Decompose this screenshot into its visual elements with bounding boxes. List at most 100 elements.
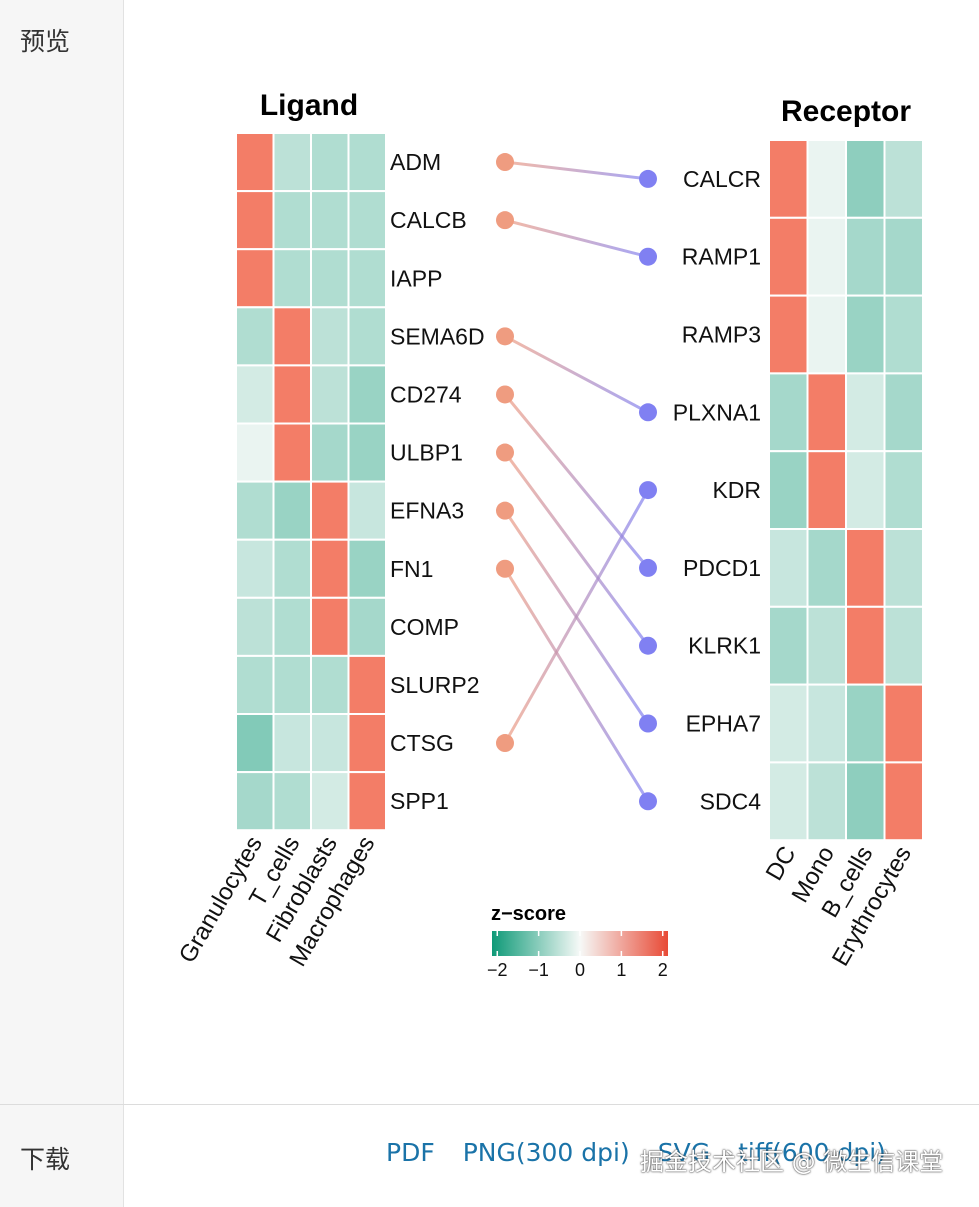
- receptor-cell-plxna1-erythrocytes: [883, 372, 924, 453]
- ligand-cell-comp-granulocytes: [235, 596, 275, 657]
- download-png-link[interactable]: PNG(300 dpi): [462, 1138, 630, 1167]
- receptor-cell-ramp3-b-cells: [845, 294, 886, 375]
- receptor-dot-sdc4: [639, 792, 657, 811]
- receptor-cell-epha7-mono: [806, 683, 847, 764]
- ligand-label-spp1: SPP1: [390, 788, 449, 814]
- legend-tick-label: −1: [528, 960, 549, 980]
- download-pdf-link[interactable]: PDF: [386, 1138, 435, 1167]
- label-column: [0, 0, 124, 1207]
- receptor-dot-pdcd1: [639, 558, 657, 577]
- receptor-cell-kdr-erythrocytes: [883, 450, 924, 531]
- ligand-cell-efna3-granulocytes: [235, 480, 275, 541]
- receptor-label-ramp1: RAMP1: [682, 244, 761, 270]
- receptor-cell-sdc4-mono: [806, 761, 847, 842]
- link-lines: [496, 153, 657, 811]
- ligand-label-comp: COMP: [390, 614, 459, 640]
- ligand-cell-calcb-macrophages: [347, 190, 387, 251]
- ligand-cell-sema6d-t-cells: [272, 306, 312, 367]
- receptor-cell-klrk1-b-cells: [845, 605, 886, 686]
- receptor-cell-ramp3-dc: [768, 294, 809, 375]
- ligand-cell-spp1-t-cells: [272, 771, 312, 832]
- download-label: 下载: [20, 1145, 71, 1174]
- link-adm-calcr: [504, 160, 649, 181]
- download-svg-link[interactable]: SVG: [657, 1138, 711, 1167]
- receptor-label-epha7: EPHA7: [686, 711, 761, 737]
- ligand-dot-ulbp1: [496, 443, 514, 462]
- receptor-dot-plxna1: [639, 403, 657, 422]
- ligand-label-sema6d: SEMA6D: [390, 323, 485, 349]
- receptor-cell-klrk1-erythrocytes: [883, 605, 924, 686]
- ligand-cell-sema6d-fibroblasts: [310, 306, 350, 367]
- receptor-label-klrk1: KLRK1: [688, 633, 761, 659]
- receptor-label-plxna1: PLXNA1: [673, 399, 761, 425]
- ligand-cell-calcb-granulocytes: [235, 190, 275, 251]
- ligand-cell-efna3-t-cells: [272, 480, 312, 541]
- receptor-cell-calcr-dc: [768, 139, 809, 219]
- receptor-cell-klrk1-mono: [806, 605, 847, 686]
- ligand-receptor-heatmap: Ligand Receptor ADM CALCB IAPP SEMA6D CD274 U…: [174, 89, 924, 980]
- ligand-cell-spp1-granulocytes: [235, 771, 275, 832]
- receptor-cell-plxna1-b-cells: [845, 372, 886, 453]
- preview-label: 预览: [20, 27, 71, 56]
- ligand-label-ulbp1: ULBP1: [390, 440, 463, 466]
- ligand-cell-efna3-fibroblasts: [310, 480, 350, 541]
- ligand-label-ctsg: CTSG: [390, 730, 454, 756]
- ligand-cell-slurp2-macrophages: [347, 654, 387, 716]
- legend-tick-label: −2: [487, 960, 508, 980]
- ligand-cell-cd274-granulocytes: [235, 364, 275, 425]
- ligand-cell-comp-fibroblasts: [310, 596, 350, 657]
- receptor-label-ramp3: RAMP3: [682, 322, 761, 348]
- receptor-label-calcr: CALCR: [683, 166, 761, 192]
- ligand-cell-comp-t-cells: [272, 596, 312, 657]
- ligand-cell-iapp-t-cells: [272, 248, 312, 309]
- ligand-cell-adm-fibroblasts: [310, 132, 350, 193]
- ligand-cell-comp-macrophages: [347, 596, 387, 657]
- receptor-dot-epha7: [639, 714, 657, 733]
- ligand-cell-fn1-t-cells: [272, 538, 312, 599]
- ligand-cell-calcb-fibroblasts: [310, 190, 350, 251]
- ligand-heatmap: [235, 132, 387, 832]
- legend-tick-label: 1: [616, 960, 626, 980]
- receptor-cell-sdc4-b-cells: [845, 761, 886, 842]
- receptor-cell-plxna1-dc: [768, 372, 809, 453]
- receptor-cell-epha7-dc: [768, 683, 809, 764]
- receptor-label-sdc4: SDC4: [700, 788, 762, 814]
- ligand-cell-sema6d-granulocytes: [235, 306, 275, 367]
- zscore-legend: z−score −2 −1 0 1 2: [487, 903, 668, 980]
- ligand-cell-calcb-t-cells: [272, 190, 312, 251]
- receptor-cell-ramp1-dc: [768, 216, 809, 297]
- ligand-cell-slurp2-t-cells: [272, 654, 312, 716]
- legend-title: z−score: [491, 903, 566, 925]
- ligand-cell-iapp-granulocytes: [235, 248, 275, 309]
- receptor-cell-klrk1-dc: [768, 605, 809, 686]
- ligand-cell-iapp-macrophages: [347, 248, 387, 309]
- receptor-dot-klrk1: [639, 636, 657, 655]
- ligand-label-cd274: CD274: [390, 381, 462, 407]
- ligand-cell-ctsg-granulocytes: [235, 713, 275, 774]
- receptor-cell-calcr-b-cells: [845, 139, 886, 219]
- ligand-label-iapp: IAPP: [390, 265, 442, 291]
- ligand-cell-slurp2-granulocytes: [235, 654, 275, 716]
- link-calcb-ramp1: [504, 218, 649, 259]
- ligand-dot-fn1: [496, 559, 514, 578]
- ligand-dot-sema6d: [496, 327, 514, 346]
- receptor-label-pdcd1: PDCD1: [683, 555, 761, 581]
- ligand-cell-iapp-fibroblasts: [310, 248, 350, 309]
- ligand-label-slurp2: SLURP2: [390, 672, 479, 698]
- ligand-title: Ligand: [260, 89, 358, 122]
- ligand-dot-adm: [496, 153, 514, 172]
- ligand-cell-adm-granulocytes: [235, 132, 275, 193]
- download-tiff-link[interactable]: tiff(600 dpi): [738, 1138, 886, 1167]
- receptor-cell-pdcd1-mono: [806, 528, 847, 608]
- watermark: 掘金技术社区 @ 微生信课堂: [640, 1148, 944, 1176]
- receptor-cell-ramp1-erythrocytes: [883, 216, 924, 297]
- receptor-label-kdr: KDR: [712, 477, 761, 503]
- receptor-cell-sdc4-dc: [768, 761, 809, 842]
- receptor-cell-kdr-mono: [806, 450, 847, 531]
- link-ctsg-kdr: [503, 489, 650, 744]
- ligand-cell-ctsg-t-cells: [272, 713, 312, 774]
- legend-tick-label: 2: [658, 960, 668, 980]
- ligand-label-fn1: FN1: [390, 556, 433, 582]
- ligand-dot-cd274: [496, 385, 514, 404]
- ligand-cell-adm-macrophages: [347, 132, 387, 193]
